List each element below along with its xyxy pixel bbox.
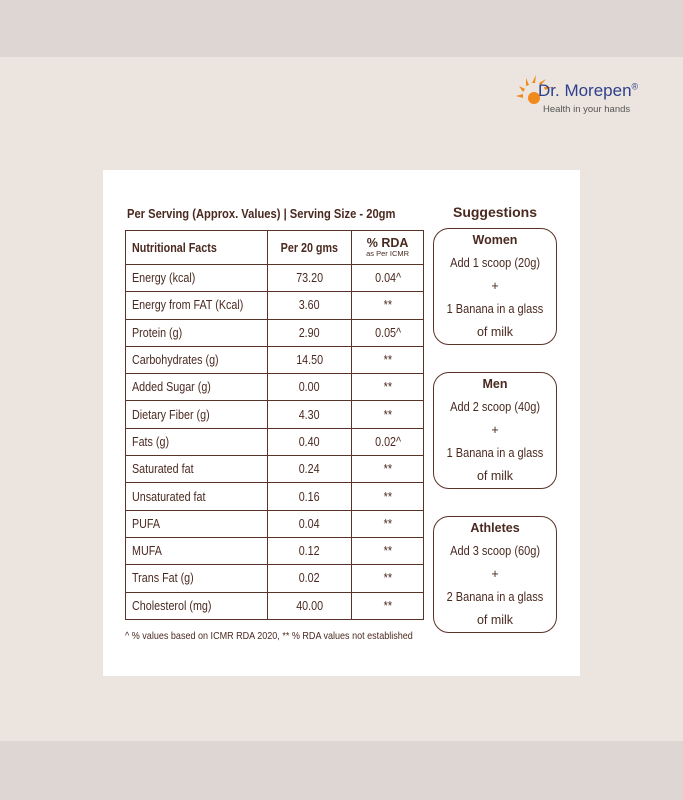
suggestion-card-athletes: Athletes Add 3 scoop (60g) + 2 Banana in… [433, 516, 557, 633]
suggestions-title: Suggestions [452, 204, 537, 220]
table-row: Saturated fat 0.24 ** [125, 455, 424, 484]
suggestion-banana: 1 Banana in a glass [446, 302, 544, 316]
suggestion-scoop: Add 2 scoop (40g) [450, 400, 540, 414]
table-row: MUFA 0.12 ** [125, 536, 424, 566]
suggestion-plus: + [491, 567, 499, 581]
table-row: Cholesterol (mg) 40.00 ** [125, 591, 424, 620]
column-header: Nutritional Facts [125, 230, 268, 265]
table-row: Added Sugar (g) 0.00 ** [125, 373, 424, 402]
suggestion-scoop: Add 1 scoop (20g) [450, 256, 540, 270]
table-row: Trans Fat (g) 0.02 ** [125, 564, 424, 593]
table-row: Protein (g) 2.90 0.05^ [125, 318, 424, 347]
serving-header: Per Serving (Approx. Values) | Serving S… [127, 206, 396, 221]
table-row: Dietary Fiber (g) 4.30 ** [125, 400, 424, 429]
suggestion-group: Women [472, 233, 518, 247]
footnote: ^ % values based on ICMR RDA 2020, ** % … [125, 630, 413, 642]
suggestion-milk: of milk [476, 325, 514, 339]
brand-logo: Dr. Morepen® Health in your hands [514, 72, 664, 132]
suggestion-milk: of milk [476, 469, 514, 483]
brand-name: Dr. Morepen® [538, 81, 639, 100]
column-header: Per 20 gms [266, 230, 353, 265]
table-header-row: Nutritional Facts Per 20 gms % RDA as Pe… [125, 230, 424, 265]
suggestion-scoop: Add 3 scoop (60g) [450, 544, 540, 558]
table-row: Energy from FAT (Kcal) 3.60 ** [125, 291, 424, 320]
table-row: Energy (kcal) 73.20 0.04^ [125, 263, 424, 293]
suggestion-plus: + [491, 279, 499, 293]
column-header: % RDA as Per ICMR [351, 230, 424, 265]
nutrition-card: Per Serving (Approx. Values) | Serving S… [103, 170, 580, 676]
top-band [0, 0, 683, 57]
suggestion-card-women: Women Add 1 scoop (20g) + 1 Banana in a … [433, 228, 557, 345]
suggestion-banana: 1 Banana in a glass [446, 446, 544, 460]
bottom-band [0, 741, 683, 800]
table-row: Unsaturated fat 0.16 ** [125, 482, 424, 511]
brand-tagline: Health in your hands [543, 104, 631, 115]
table-row: Carbohydrates (g) 14.50 ** [125, 345, 424, 375]
sun-logo-icon [516, 75, 552, 104]
suggestion-banana: 2 Banana in a glass [446, 590, 544, 604]
suggestion-group: Men [482, 377, 508, 391]
suggestion-plus: + [491, 423, 499, 437]
suggestion-milk: of milk [476, 613, 514, 627]
nutrition-table: Nutritional Facts Per 20 gms % RDA as Pe… [125, 230, 424, 620]
suggestion-card-men: Men Add 2 scoop (40g) + 1 Banana in a gl… [433, 372, 557, 489]
suggestion-group: Athletes [470, 521, 520, 535]
table-row: PUFA 0.04 ** [125, 509, 424, 538]
table-row: Fats (g) 0.40 0.02^ [125, 427, 424, 457]
